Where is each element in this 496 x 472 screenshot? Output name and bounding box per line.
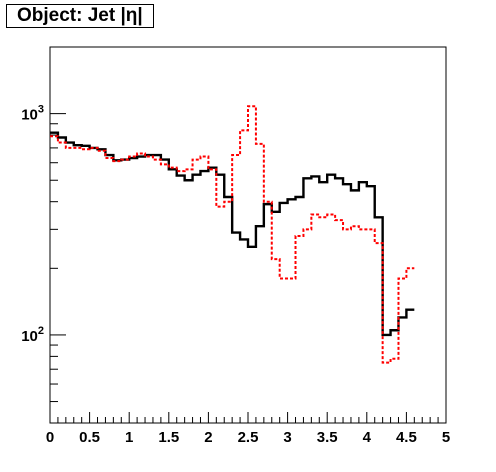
series-line-2 [50, 105, 415, 364]
series-line-1 [50, 131, 415, 337]
x-tick-label: 2.5 [238, 429, 259, 446]
x-tick-label: 3.5 [317, 429, 338, 446]
x-tick-label: 4 [363, 429, 372, 446]
y-tick-label: 103 [21, 104, 44, 124]
chart-title: Object: Jet |η| [6, 4, 154, 28]
x-tick-label: 4.5 [396, 429, 417, 446]
x-tick-label: 0.5 [79, 429, 100, 446]
x-tick-label: 1.5 [158, 429, 179, 446]
x-tick-label: 5 [442, 429, 450, 446]
plot-frame [49, 46, 447, 424]
x-tick-label: 1 [125, 429, 133, 446]
y-tick-label: 102 [21, 325, 44, 345]
x-tick-label: 0 [46, 429, 54, 446]
x-tick-label: 3 [283, 429, 291, 446]
x-tick-label: 2 [204, 429, 212, 446]
